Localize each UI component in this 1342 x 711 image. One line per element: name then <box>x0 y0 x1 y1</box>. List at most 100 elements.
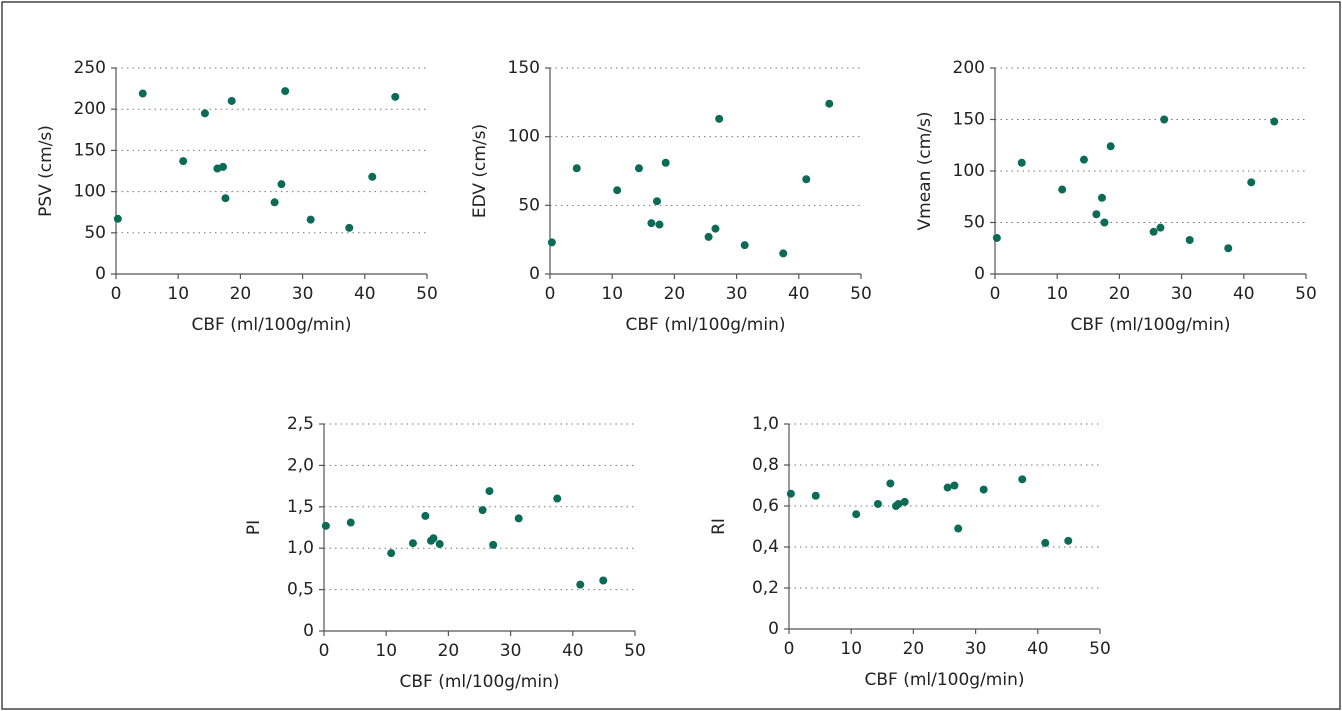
data-point <box>553 494 562 503</box>
data-point <box>894 499 903 508</box>
x-tick-label: 50 <box>624 641 646 661</box>
data-point <box>179 157 188 166</box>
data-point <box>281 87 290 96</box>
x-tick-label: 10 <box>1046 284 1068 304</box>
x-tick-label: 30 <box>726 284 748 304</box>
data-point <box>1224 244 1233 253</box>
data-point <box>1097 193 1106 202</box>
data-point <box>429 534 438 543</box>
x-tick-label: 20 <box>1109 284 1131 304</box>
x-tick-label: 40 <box>1027 639 1049 659</box>
x-tick-label: 20 <box>230 284 252 304</box>
data-point <box>514 514 523 523</box>
x-tick-label: 10 <box>840 639 862 659</box>
data-point <box>1270 117 1279 126</box>
data-point <box>489 540 498 549</box>
x-axis-title: CBF (ml/100g/min) <box>864 670 1024 690</box>
x-tick-label: 50 <box>1089 639 1111 659</box>
x-axis-title: CBF (ml/100g/min) <box>625 315 785 335</box>
data-point <box>1106 142 1115 151</box>
data-point <box>634 164 643 173</box>
data-point <box>1100 218 1109 227</box>
data-point <box>387 549 396 558</box>
x-tick-label: 50 <box>1295 284 1317 304</box>
x-tick-label: 10 <box>375 641 397 661</box>
y-tick-label: 0 <box>974 264 985 284</box>
x-tick-label: 40 <box>788 284 810 304</box>
data-point <box>478 506 487 515</box>
scatter-plot: 0 50 100 150 200 250 0 10 20 30 40 50 CBF (ml/100g/m… <box>36 58 438 335</box>
scatter-plot: 0 50 100 150 200 0 10 20 30 40 50 CBF (ml/100g/min)… <box>915 58 1317 335</box>
data-point <box>1156 223 1165 232</box>
data-point <box>943 483 952 492</box>
data-point <box>779 249 788 258</box>
y-tick-label: 150 <box>508 58 540 78</box>
x-tick-label: 40 <box>354 284 376 304</box>
y-axis-title: EDV (cm/s) <box>470 124 490 218</box>
y-tick-label: 0 <box>95 264 106 284</box>
data-point <box>227 96 236 105</box>
y-tick-label: 2,0 <box>287 455 314 475</box>
data-point <box>873 499 882 508</box>
data-point <box>950 481 959 490</box>
x-tick-label: 10 <box>167 284 189 304</box>
data-point <box>599 576 608 585</box>
data-point <box>886 479 895 488</box>
x-tick-label: 10 <box>601 284 623 304</box>
data-point <box>221 194 230 203</box>
data-point <box>368 172 377 181</box>
x-axis-title: CBF (ml/100g/min) <box>399 672 559 692</box>
data-point <box>613 186 622 195</box>
x-tick-label: 50 <box>416 284 438 304</box>
data-point <box>277 180 286 189</box>
data-point <box>740 241 749 250</box>
y-tick-label: 0,8 <box>752 455 779 475</box>
y-tick-label: 50 <box>518 195 540 215</box>
data-point <box>661 158 670 167</box>
y-tick-label: 1,0 <box>287 538 314 558</box>
data-point <box>802 175 811 184</box>
scatter-plot: 0 50 100 150 0 10 20 30 40 50 CBF (ml/100g/min) EDV… <box>470 58 872 335</box>
data-point <box>1160 115 1169 124</box>
y-axis-title: RI <box>709 518 729 535</box>
data-point <box>321 521 330 530</box>
y-axis-title: Vmean (cm/s) <box>915 112 935 231</box>
data-point <box>218 162 227 171</box>
x-tick-label: 0 <box>545 284 556 304</box>
data-point <box>113 214 122 223</box>
y-tick-label: 1,5 <box>287 497 314 517</box>
data-point <box>345 223 354 232</box>
y-tick-label: 0,5 <box>287 580 314 600</box>
data-point <box>1092 210 1101 219</box>
data-point <box>992 233 1001 242</box>
data-point <box>979 485 988 494</box>
data-point <box>704 232 713 241</box>
x-tick-label: 20 <box>664 284 686 304</box>
data-point <box>655 220 664 229</box>
y-tick-label: 200 <box>74 99 106 119</box>
x-tick-label: 40 <box>1233 284 1255 304</box>
x-tick-label: 30 <box>292 284 314 304</box>
data-point <box>852 510 861 519</box>
scatter-plot: 0 0,5 1,0 1,5 2,0 2,5 0 10 20 30 40 50 CBF (ml/100g/… <box>244 414 646 692</box>
y-tick-label: 0 <box>529 264 540 284</box>
x-tick-label: 30 <box>965 639 987 659</box>
data-point <box>647 219 656 228</box>
data-point <box>711 224 720 233</box>
scatter-plot: 0 0,2 0,4 0,6 0,8 1,0 0 10 20 30 40 50 CBF (ml/100g/… <box>709 414 1111 690</box>
x-tick-label: 0 <box>784 639 795 659</box>
y-tick-label: 0 <box>768 619 779 639</box>
data-point <box>1017 158 1026 167</box>
data-point <box>1079 155 1088 164</box>
y-tick-label: 250 <box>74 58 106 78</box>
data-point <box>306 215 315 224</box>
data-point <box>1247 178 1256 187</box>
y-tick-label: 0 <box>303 621 314 641</box>
y-tick-label: 0,2 <box>752 578 779 598</box>
data-point <box>346 518 355 527</box>
y-axis-title: PI <box>244 520 264 535</box>
data-point <box>421 511 430 520</box>
data-point <box>954 524 963 533</box>
